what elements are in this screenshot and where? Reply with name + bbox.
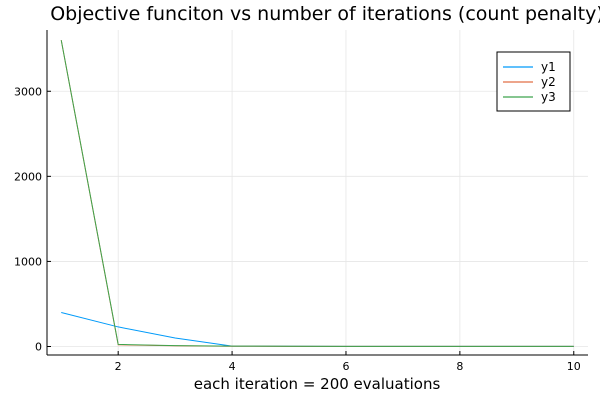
y-tick-label: 2000 — [14, 170, 42, 183]
series-line-y3 — [60, 40, 574, 347]
x-tick-label: 10 — [567, 360, 581, 373]
axes — [46, 30, 588, 356]
legend-label-y2: y2 — [541, 75, 556, 89]
x-axis-label: each iteration = 200 evaluations — [194, 375, 441, 393]
x-tick-label: 8 — [456, 360, 463, 373]
x-tick-label: 4 — [229, 360, 236, 373]
x-tick-label: 6 — [342, 360, 349, 373]
legend-label-y3: y3 — [541, 90, 556, 104]
y-tick-label: 0 — [35, 340, 42, 353]
x-tick-label: 2 — [115, 360, 122, 373]
y-tick-label: 3000 — [14, 85, 42, 98]
tick-labels: 2 4 6 8 10 0 1000 2000 3000 — [14, 85, 581, 373]
series-lines — [60, 40, 574, 347]
chart-title: Objective funciton vs number of iteratio… — [50, 3, 600, 25]
y-tick-label: 1000 — [14, 255, 42, 268]
legend-label-y1: y1 — [541, 60, 556, 74]
